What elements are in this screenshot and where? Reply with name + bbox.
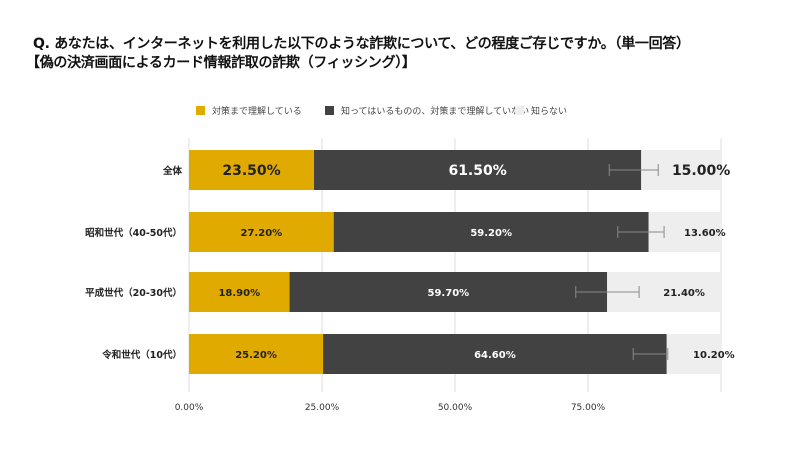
data-label: 61.50% — [448, 163, 506, 179]
data-label: 59.70% — [428, 288, 470, 299]
data-label: 64.60% — [474, 350, 516, 361]
x-tick-label: 0.00% — [175, 403, 204, 413]
bar-segment — [666, 334, 721, 374]
bar-segment — [323, 334, 667, 374]
legend-swatch — [325, 106, 334, 115]
bar-segment — [289, 272, 608, 312]
x-tick-label: 75.00% — [571, 403, 606, 413]
legend-label: 知らない — [531, 105, 567, 117]
chart-title: Q. あなたは、インターネットを利用した以下のような詐欺について、どの程度ご存じ… — [33, 36, 690, 52]
data-label: 13.60% — [684, 228, 726, 239]
data-label: 59.20% — [470, 228, 512, 239]
category-label: 昭和世代（40-50代） — [85, 227, 182, 239]
x-tick-label: 25.00% — [305, 403, 340, 413]
legend-label: 知ってはいるものの、対策まで理解していない — [341, 105, 529, 117]
category-label: 令和世代（10代） — [101, 349, 182, 361]
chart-subtitle: 【偽の決済画面によるカード情報詐取の詐欺（フィッシング）】 — [26, 55, 416, 71]
bar-segment — [189, 334, 324, 374]
data-label: 21.40% — [663, 288, 705, 299]
bar-segment — [189, 150, 315, 190]
bar-segment — [314, 150, 642, 190]
bar-segment — [189, 212, 334, 252]
data-label: 10.20% — [693, 350, 735, 361]
data-label: 23.50% — [222, 163, 280, 179]
category-label: 全体 — [162, 165, 183, 177]
data-label: 18.90% — [218, 288, 260, 299]
data-label: 15.00% — [672, 163, 730, 179]
x-tick-label: 50.00% — [438, 403, 473, 413]
legend-swatch — [196, 106, 205, 115]
data-label: 25.20% — [235, 350, 277, 361]
bar-segment — [333, 212, 649, 252]
category-label: 平成世代（20-30代） — [85, 287, 182, 299]
data-label: 27.20% — [241, 228, 283, 239]
legend-label: 対策まで理解している — [212, 105, 302, 117]
legend-swatch — [515, 106, 524, 115]
bar-segment — [189, 272, 290, 312]
